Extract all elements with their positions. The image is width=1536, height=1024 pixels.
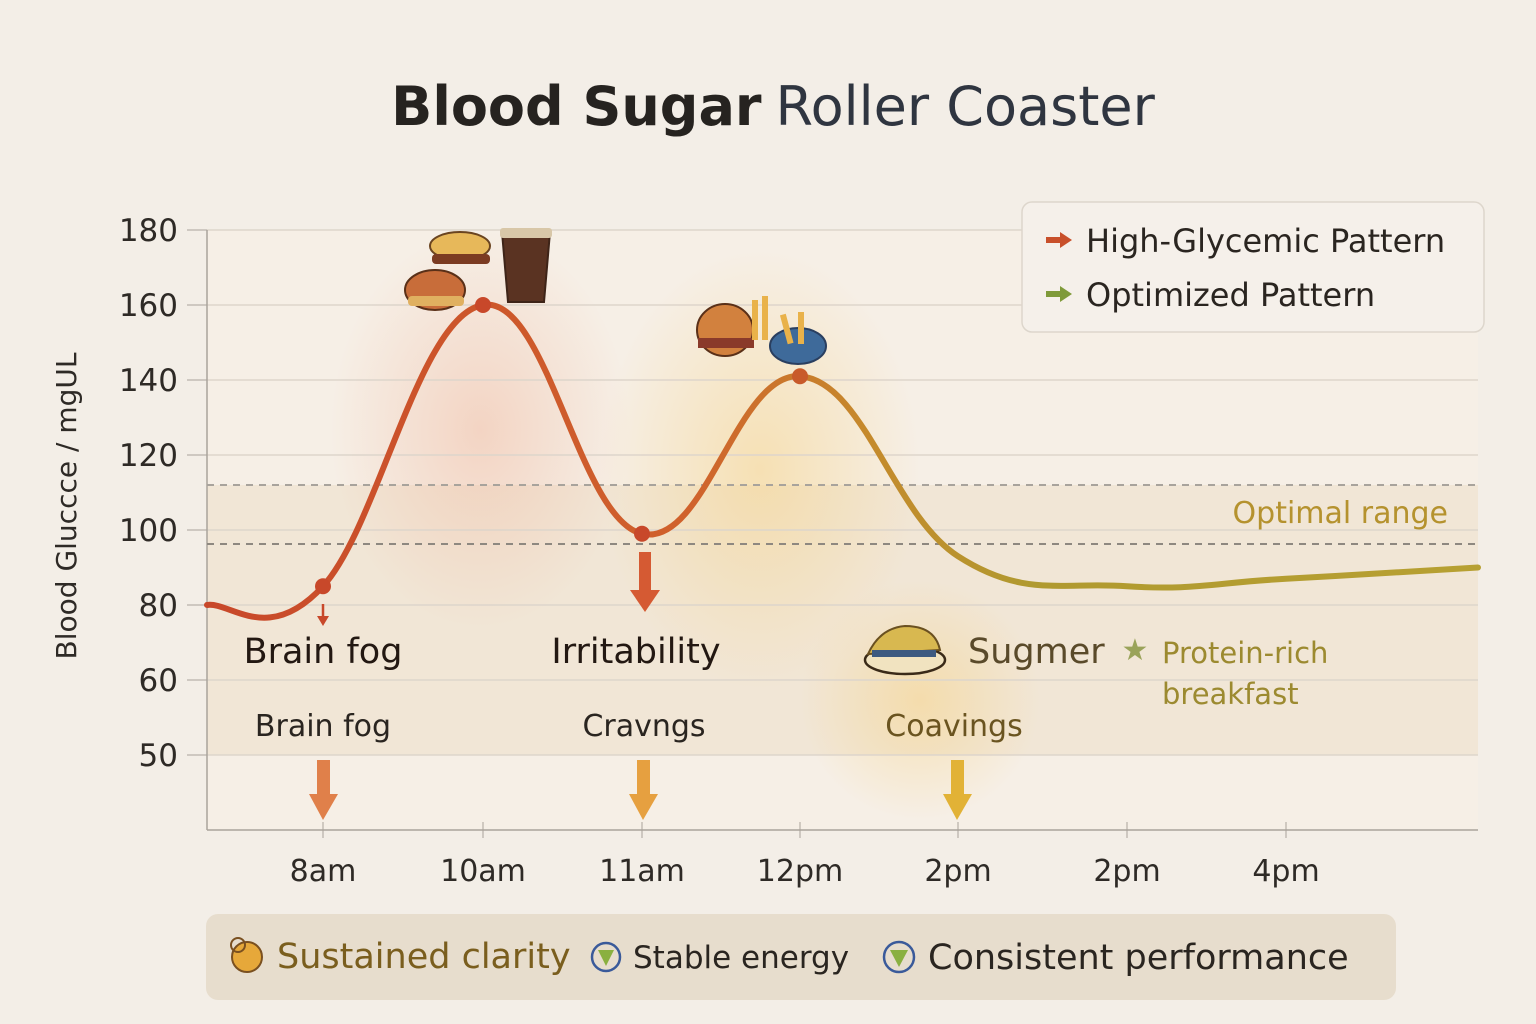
title-bold: Blood Sugar	[391, 75, 762, 138]
down-arrow-icon	[943, 760, 972, 820]
title-rest: Roller Coaster	[776, 75, 1156, 138]
annotation-sugmer: Sugmer	[968, 632, 1105, 672]
x-tick-label: 11am	[599, 854, 685, 889]
legend-arrow-icon-green	[1046, 286, 1072, 302]
data-point	[315, 578, 331, 595]
data-point	[475, 297, 491, 313]
annotation-coavings: Coavings	[885, 709, 1022, 744]
irritability-arrow-icon	[630, 590, 660, 612]
annotation-protein-line2: breakfast	[1162, 677, 1299, 711]
y-tick-label: 100	[119, 513, 178, 549]
brain-icon	[230, 937, 263, 973]
annotation-irritability: Irritability	[551, 632, 720, 672]
legend-arrow-icon-red	[1046, 232, 1072, 248]
y-axis-label: Blood Gluccce / mgUL	[50, 352, 83, 659]
optimal-range-label: Optimal range	[1233, 496, 1448, 531]
x-tick-label: 2pm	[1093, 854, 1160, 889]
chart-title: Blood Sugar Roller Coaster	[391, 75, 1155, 138]
y-tick-label: 180	[119, 213, 178, 249]
energy-icon	[590, 941, 622, 973]
burger-icon	[404, 231, 491, 311]
x-tick-label: 8am	[290, 854, 357, 889]
footer-stable-energy: Stable energy	[633, 940, 849, 976]
brain-fog-arrow-icon	[317, 616, 329, 626]
x-tick-label: 12pm	[757, 854, 843, 889]
legend-item-optimized: Optimized Pattern	[1086, 276, 1375, 314]
sandwich-icon	[863, 624, 947, 676]
y-tick-label: 140	[119, 363, 178, 399]
star-icon: ★	[1122, 633, 1149, 668]
footer-sustained-clarity: Sustained clarity	[277, 937, 571, 977]
legend-item-high-glycemic: High-Glycemic Pattern	[1086, 222, 1445, 260]
y-tick-label: 50	[139, 738, 178, 774]
y-tick-label: 60	[139, 663, 178, 699]
x-tick-label: 2pm	[924, 854, 991, 889]
fast-food-icon	[696, 296, 827, 365]
annotation-protein-line1: Protein-rich	[1162, 636, 1328, 670]
x-tick-label: 10am	[440, 854, 526, 889]
down-arrow-icon	[309, 760, 338, 820]
data-point	[792, 368, 808, 385]
soda-cup-icon	[500, 228, 552, 303]
down-arrow-icon	[629, 760, 658, 820]
footer-banner: Sustained clarity Stable energy Consiste…	[206, 914, 1396, 1000]
legend: High-Glycemic Pattern Optimized Pattern	[1021, 201, 1485, 333]
data-point	[634, 525, 650, 542]
x-tick-label: 4pm	[1252, 854, 1319, 889]
performance-icon	[882, 940, 916, 974]
y-tick-label: 160	[119, 288, 178, 324]
series-line-high-glycemic	[204, 301, 1481, 621]
footer-consistent-performance: Consistent performance	[928, 938, 1349, 978]
y-tick-label: 120	[119, 438, 178, 474]
annotation-cravings: Cravngs	[582, 709, 705, 744]
annotation-brain-fog-small: Brain fog	[255, 709, 391, 744]
y-tick-label: 80	[139, 588, 178, 624]
annotation-brain-fog: Brain fog	[244, 632, 403, 672]
